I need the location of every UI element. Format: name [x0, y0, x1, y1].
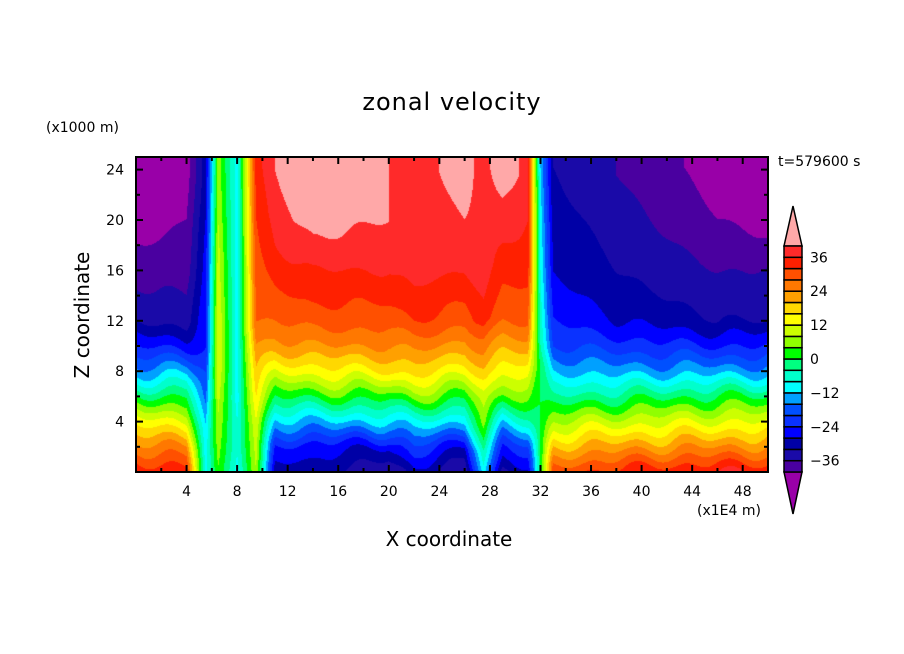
colorbar-band: [783, 437, 803, 451]
colorbar-tick-label: 12: [810, 318, 828, 334]
colorbar-tick-label: −24: [810, 420, 840, 436]
colorbar-band: [783, 414, 803, 428]
y-tick-label: 24: [106, 163, 124, 179]
colorbar-tick-label: 24: [810, 284, 828, 300]
colorbar-tick-label: 0: [810, 352, 819, 368]
colorbar-band: [783, 245, 803, 259]
colorbar-band: [783, 403, 803, 417]
colorbar-band: [783, 459, 803, 473]
colorbar-band: [783, 324, 803, 338]
y-tick-label: 8: [115, 364, 124, 380]
colorbar-tick-label: −12: [810, 386, 840, 402]
colorbar-band: [783, 380, 803, 394]
chart-title: zonal velocity: [362, 88, 542, 116]
x-tick-label: 36: [582, 484, 600, 500]
x-tick-label: 24: [430, 484, 448, 500]
colorbar-tick-label: 36: [810, 250, 828, 266]
x-tick-label: 12: [279, 484, 297, 500]
colorbar-band: [783, 426, 803, 439]
x-tick-label: 8: [233, 484, 242, 500]
colorbar-band: [783, 369, 803, 383]
x-axis-label: X coordinate: [0, 527, 902, 551]
colorbar-band: [783, 358, 803, 372]
colorbar-band: [783, 290, 803, 304]
time-label: t=579600 s: [778, 154, 861, 170]
colorbar-band: [783, 392, 803, 405]
x-tick-label: 44: [683, 484, 701, 500]
x-tick-label: 20: [380, 484, 398, 500]
colorbar-band: [783, 346, 803, 360]
x-axis-label-text: X coordinate: [385, 527, 513, 551]
colorbar-band: [783, 448, 803, 462]
z-unit-label: (x1000 m): [46, 120, 119, 136]
colorbar-band: [783, 301, 803, 315]
contour-field: [136, 157, 768, 472]
colorbar-over-triangle: [783, 205, 803, 247]
colorbar-band: [783, 256, 803, 270]
y-tick-label: 12: [106, 314, 124, 330]
x-tick-label: 40: [633, 484, 651, 500]
x-tick-label: 48: [734, 484, 752, 500]
y-tick-label: 4: [115, 415, 124, 431]
x-unit-label: (x1E4 m): [697, 503, 761, 519]
y-tick-label: 20: [106, 213, 124, 229]
colorbar-band: [783, 313, 803, 326]
x-tick-label: 28: [481, 484, 499, 500]
plot-frame: [135, 156, 769, 473]
x-tick-label: 16: [329, 484, 347, 500]
colorbar-band: [783, 335, 803, 349]
colorbar-tick-label: −36: [810, 454, 840, 470]
x-tick-label: 32: [532, 484, 550, 500]
colorbar-band: [783, 279, 803, 292]
x-tick-label: 4: [182, 484, 191, 500]
colorbar-band: [783, 267, 803, 281]
y-tick-label: 16: [106, 263, 124, 279]
colorbar-under-triangle: [783, 471, 803, 515]
